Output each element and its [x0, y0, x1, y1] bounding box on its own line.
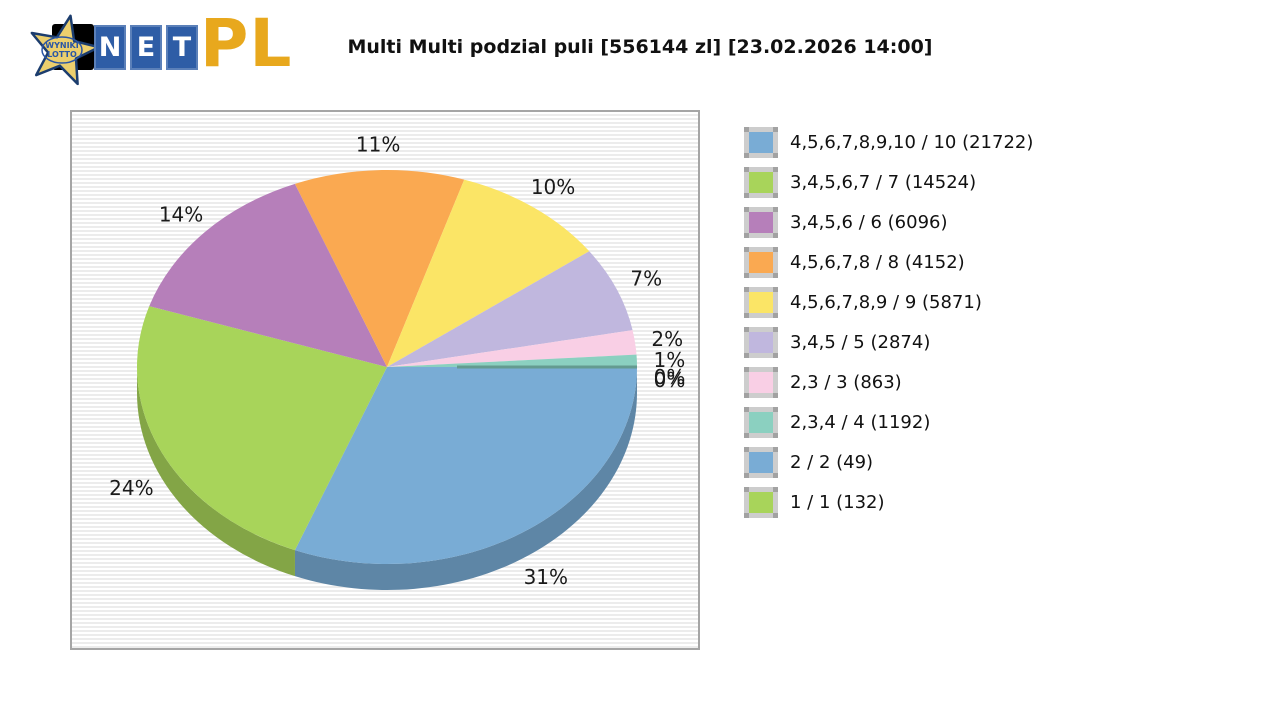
- legend-label: 3,4,5 / 5 (2874): [790, 331, 931, 353]
- legend-swatch-color: [749, 251, 773, 273]
- legend-item: 3,4,5 / 5 (2874): [744, 322, 1033, 362]
- legend-swatch-color: [749, 131, 773, 153]
- wyniki-lotto-star-icon: WYNIKI LOTTO: [30, 14, 101, 86]
- legend-swatch-color: [749, 411, 773, 433]
- legend-swatch: [744, 207, 778, 238]
- legend-swatch: [744, 167, 778, 198]
- legend-label: 2,3,4 / 4 (1192): [790, 411, 931, 433]
- legend-item: 2 / 2 (49): [744, 442, 1033, 482]
- legend-swatch: [744, 127, 778, 158]
- legend-item: 4,5,6,7,8,9,10 / 10 (21722): [744, 122, 1033, 162]
- logo-letter-n: N: [94, 25, 126, 70]
- star-text-wyniki: WYNIKI: [45, 41, 78, 50]
- legend-swatch: [744, 407, 778, 438]
- legend-item: 2,3 / 3 (863): [744, 362, 1033, 402]
- pie-slice-side: [137, 367, 295, 577]
- legend-swatch: [744, 287, 778, 318]
- pie-percent-label: 14%: [159, 203, 203, 227]
- legend-swatch-color: [749, 491, 773, 513]
- legend-label: 2 / 2 (49): [790, 451, 874, 473]
- pie-percent-label: 11%: [356, 133, 400, 157]
- legend-swatch: [744, 447, 778, 478]
- legend-swatch-color: [749, 171, 773, 193]
- logo-pl-text: PL: [200, 5, 293, 82]
- pie-percent-label: 0%: [654, 365, 686, 389]
- legend-swatch: [744, 367, 778, 398]
- page-title: Multi Multi podzial puli [556144 zl] [23…: [347, 36, 933, 58]
- logo-letter-e: E: [130, 25, 162, 70]
- pie-slice: [387, 330, 637, 367]
- legend-item: 3,4,5,6,7 / 7 (14524): [744, 162, 1033, 202]
- legend-item: 4,5,6,7,8 / 8 (4152): [744, 242, 1033, 282]
- legend-swatch-color: [749, 451, 773, 473]
- netpl-logo[interactable]: WYNIKI LOTTO N E T PL: [12, 4, 291, 92]
- legend-label: 3,4,5,6,7 / 7 (14524): [790, 171, 977, 193]
- pie-slice: [387, 251, 633, 367]
- pie-chart: 31%24%14%11%10%7%2%1%0%0%: [109, 133, 686, 591]
- pie-slice-side: [294, 367, 637, 591]
- pie-chart-area: 31% 24% 14% 11% 10% 7% 2% 1% 0% 0%: [70, 110, 700, 650]
- legend-swatch-color: [749, 291, 773, 313]
- legend-swatch-color: [749, 331, 773, 353]
- pie-slice: [387, 179, 590, 367]
- star-text-lotto: LOTTO: [47, 50, 77, 59]
- pie-percent-label: 31%: [524, 565, 568, 589]
- legend-label: 4,5,6,7,8,9 / 9 (5871): [790, 291, 982, 313]
- legend-label: 4,5,6,7,8 / 8 (4152): [790, 251, 965, 273]
- pie-slice: [149, 183, 387, 367]
- legend-label: 4,5,6,7,8,9,10 / 10 (21722): [790, 131, 1034, 153]
- legend-label: 2,3 / 3 (863): [790, 371, 902, 393]
- legend-item: 1 / 1 (132): [744, 482, 1033, 522]
- legend-swatch-color: [749, 371, 773, 393]
- legend-label: 1 / 1 (132): [790, 491, 885, 513]
- pie-percent-label: 24%: [109, 476, 153, 500]
- pie-slice: [137, 306, 387, 551]
- legend-swatch: [744, 327, 778, 358]
- legend-swatch: [744, 247, 778, 278]
- pie-slice: [294, 367, 637, 565]
- legend-item: 4,5,6,7,8,9 / 9 (5871): [744, 282, 1033, 322]
- pie-slice: [294, 169, 465, 367]
- legend-item: 3,4,5,6 / 6 (6096): [744, 202, 1033, 242]
- pie-percent-label: 10%: [531, 175, 575, 199]
- legend-label: 3,4,5,6 / 6 (6096): [790, 211, 948, 233]
- legend-swatch-color: [749, 211, 773, 233]
- legend-swatch: [744, 487, 778, 518]
- pie-percent-label: 2%: [651, 327, 683, 351]
- pie-percent-label: 1%: [653, 348, 685, 372]
- pie-percent-label: 0%: [654, 368, 686, 392]
- pie-percent-label: 7%: [630, 267, 662, 291]
- legend-item: 2,3,4 / 4 (1192): [744, 402, 1033, 442]
- logo-letter-t: T: [166, 25, 198, 70]
- pie-slice: [387, 354, 637, 367]
- chart-legend: 4,5,6,7,8,9,10 / 10 (21722) 3,4,5,6,7 / 7…: [744, 122, 1033, 522]
